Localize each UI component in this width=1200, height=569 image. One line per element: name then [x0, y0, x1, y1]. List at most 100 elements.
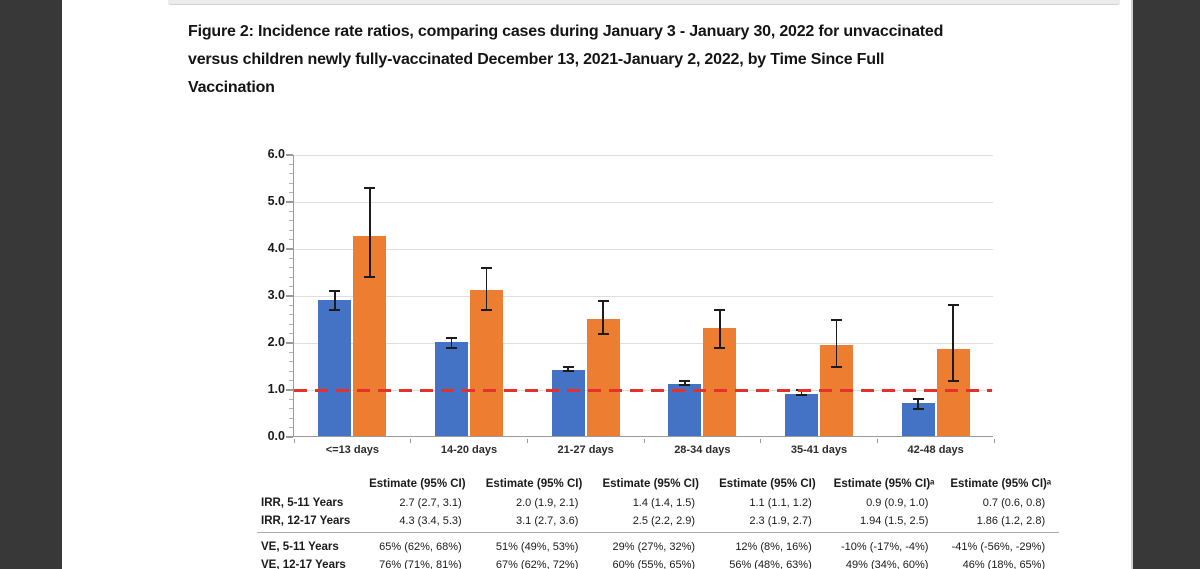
table-cell: 67% (62%, 72%) [495, 559, 579, 569]
gridline [294, 248, 993, 250]
table-cell: 0.7 (0.6, 0.8) [982, 497, 1046, 509]
error-bar-cap-top [831, 318, 842, 321]
table-cell: 4.3 (3.4, 5.3) [399, 515, 462, 527]
table-row-label: IRR, 5-11 Years [261, 497, 344, 509]
table-cell: 12% (8%, 16%) [735, 541, 812, 553]
table-header-cell: Estimate (95% CI) [719, 478, 816, 490]
x-axis-category-label: 14-20 days [440, 444, 498, 456]
table-cell: 0.9 (0.9, 1.0) [866, 497, 929, 509]
error-bar-line [567, 366, 569, 372]
y-axis-minor-tick [289, 257, 293, 259]
y-axis-minor-tick [289, 361, 293, 363]
table-cell: 1.4 (1.4, 1.5) [632, 497, 696, 509]
bar-chart: 6.0 5.0 4.0 3.0 2.0 1.0 0.0 <=13 days 14-20 day… [231, 147, 1051, 478]
y-axis-tick-label: 2.0 [267, 335, 285, 349]
error-bar-cap-bottom [364, 276, 376, 279]
x-axis-tick [410, 438, 412, 443]
error-bar-cap-top [947, 304, 959, 307]
error-bar-line [835, 319, 838, 367]
error-bar-line [917, 399, 919, 409]
y-axis-major-tick [286, 342, 293, 344]
table-cell: 1.86 (1.2, 2.8) [976, 515, 1046, 527]
y-axis-minor-tick [289, 192, 293, 194]
table-cell: 2.0 (1.9, 2.1) [516, 497, 579, 509]
table-cell: 65% (62%, 68%) [379, 541, 462, 553]
error-bar-cap-top [912, 398, 924, 401]
error-bar-cap-top [364, 186, 376, 189]
y-axis-minor-tick [289, 398, 293, 400]
y-axis-tick-label: 0.0 [267, 429, 285, 443]
y-axis-minor-tick [289, 220, 293, 222]
table-cell: 1.94 (1.5, 2.5) [859, 515, 929, 527]
y-axis-tick-label: 5.0 [267, 194, 285, 208]
y-axis-minor-tick [289, 173, 293, 175]
table-cell: 56% (48%, 63%) [729, 559, 812, 569]
y-axis-minor-tick [289, 380, 293, 382]
y-axis-minor-tick [289, 408, 293, 410]
y-axis-minor-tick [289, 370, 293, 372]
document-page: Figure 2: Incidence rate ratios, compari… [62, 0, 1133, 569]
table-cell: -10% (-17%, -4%) [841, 541, 929, 553]
x-axis-tick [760, 438, 762, 443]
table-cell: 3.1 (2.7, 3.6) [516, 515, 579, 527]
error-bar-cap-bottom [446, 346, 457, 349]
bar-orange [586, 318, 620, 436]
y-axis-minor-tick [289, 351, 293, 353]
error-bar-cap-bottom [912, 407, 924, 410]
y-axis-major-tick [286, 436, 293, 438]
table-cell: 49% (34%, 60%) [845, 559, 929, 569]
table-row-label: VE, 5-11 Years [261, 541, 339, 553]
error-bar-cap-bottom [796, 393, 807, 396]
table-row-label: IRR, 12-17 Years [261, 515, 351, 527]
y-axis-major-tick [286, 389, 293, 391]
table-cell: 2.7 (2.7, 3.1) [399, 497, 462, 509]
error-bar-cap-bottom [481, 309, 492, 312]
y-axis-minor-tick [289, 314, 293, 316]
figure-title-line3: Vaccination [188, 79, 275, 96]
error-bar-cap-bottom [597, 332, 609, 335]
error-bar-line [952, 305, 954, 381]
error-bar-cap-top [597, 299, 609, 302]
table-header-cell: Estimate (95% CI) [485, 478, 583, 490]
gridline [294, 201, 993, 203]
error-bar-cap-bottom [714, 346, 726, 349]
error-bar-cap-top [714, 309, 726, 312]
error-bar-line [602, 300, 604, 334]
error-bar-cap-top [481, 266, 492, 269]
x-axis-tick [876, 438, 878, 443]
x-axis-tick [643, 438, 645, 443]
y-axis-minor-tick [289, 286, 293, 288]
error-bar-line [334, 291, 336, 311]
x-axis-tick [293, 438, 295, 443]
table-cell: 29% (27%, 32%) [612, 541, 696, 553]
y-axis-minor-tick [289, 333, 293, 335]
table-cell: 1.1 (1.1, 1.2) [749, 497, 812, 509]
y-axis-major-tick [286, 295, 293, 297]
error-bar-line [450, 338, 453, 348]
table-corner-cell [257, 470, 359, 494]
table-cell: 2.5 (2.2, 2.9) [632, 515, 696, 527]
page-top-strip [168, 0, 1120, 5]
error-bar-cap-bottom [679, 384, 691, 387]
error-bar-cap-top [679, 379, 691, 382]
figure-title: Figure 2: Incidence rate ratios, compari… [188, 18, 1048, 102]
y-axis-minor-tick [289, 323, 293, 325]
error-bar-line [485, 267, 488, 311]
error-bar-line [719, 310, 721, 348]
table-row-label: VE, 12-17 Years [261, 559, 346, 569]
y-axis-tick-label: 4.0 [267, 241, 285, 255]
x-axis-tick [993, 438, 995, 443]
error-bar-cap-bottom [562, 370, 574, 373]
table-cell: 60% (55%, 65%) [612, 559, 696, 569]
y-axis-tick-label: 3.0 [267, 288, 285, 302]
error-bar-cap-top [562, 365, 574, 368]
y-axis-major-tick [286, 154, 293, 156]
y-axis-minor-tick [289, 163, 293, 165]
bar-blue [551, 370, 585, 436]
x-axis-tick [526, 438, 528, 443]
estimates-table: Estimate (95% CI) Estimate (95% CI) Estima… [257, 470, 1060, 569]
table-header-cell: Estimate (95% CI) [369, 478, 466, 490]
gridline [294, 342, 993, 344]
bar-blue [318, 299, 352, 436]
